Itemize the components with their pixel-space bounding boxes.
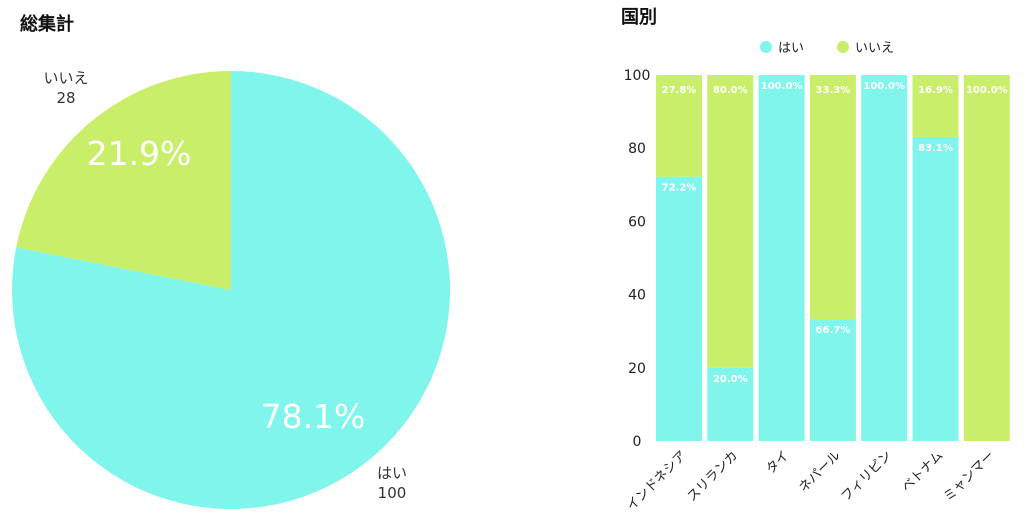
bar-segment-yes bbox=[758, 75, 805, 441]
bar-value-label: 83.1% bbox=[918, 143, 953, 154]
bar-segment-no bbox=[963, 75, 1010, 441]
x-category-label: スリランカ bbox=[685, 448, 742, 505]
legend-label: はい bbox=[778, 41, 804, 56]
pie-slice-no bbox=[16, 71, 232, 290]
bar-value-label: 80.0% bbox=[713, 85, 748, 96]
y-tick-label: 40 bbox=[628, 288, 646, 304]
y-tick-label: 0 bbox=[633, 434, 642, 450]
bar-segment-no bbox=[912, 75, 959, 137]
bar-value-label: 100.0% bbox=[761, 81, 803, 92]
x-category-label: ミャンマー bbox=[941, 448, 998, 505]
bar-segment-yes bbox=[656, 176, 702, 441]
y-tick-label: 80 bbox=[628, 141, 646, 157]
bar-value-label: 66.7% bbox=[816, 325, 851, 336]
pie-value-label: 28 bbox=[56, 89, 75, 107]
bar-chart-title: 国別 bbox=[621, 7, 657, 28]
legend-marker bbox=[760, 41, 772, 53]
bar-value-label: 20.0% bbox=[713, 374, 748, 385]
pie-percent-label: 21.9% bbox=[87, 134, 192, 173]
pie-value-label: 100 bbox=[378, 484, 407, 502]
bar-segment-yes bbox=[809, 319, 856, 441]
bar-segment-yes bbox=[912, 136, 959, 441]
bar-segment-yes bbox=[707, 367, 754, 441]
pie-category-label: いいえ bbox=[43, 69, 88, 87]
pie-chart: 78.1% 21.9% はい 100 いいえ 28 bbox=[12, 69, 451, 509]
bar-value-label: 100.0% bbox=[863, 81, 905, 92]
bar-value-label: 33.3% bbox=[816, 85, 851, 96]
bar-value-label: 72.2% bbox=[662, 183, 697, 194]
pie-chart-title: 総集計 bbox=[20, 14, 74, 35]
x-category-label: タイ bbox=[763, 448, 792, 477]
bar-segment-no bbox=[809, 75, 856, 320]
pie-slice-yes bbox=[12, 71, 451, 509]
y-tick-label: 100 bbox=[624, 68, 651, 84]
bar-value-label: 100.0% bbox=[966, 85, 1008, 96]
bar-segment-no bbox=[656, 75, 702, 177]
bar-segment-yes bbox=[861, 75, 908, 441]
x-category-label: インドネシア bbox=[624, 448, 690, 514]
legend-label: いいえ bbox=[855, 41, 894, 56]
pie-percent-label: 78.1% bbox=[261, 397, 366, 436]
bar-value-label: 27.8% bbox=[662, 85, 697, 96]
y-tick-label: 20 bbox=[628, 361, 646, 377]
bar-value-label: 16.9% bbox=[918, 85, 953, 96]
bar-segment-no bbox=[707, 75, 754, 368]
legend-marker bbox=[837, 41, 849, 53]
pie-category-label: はい bbox=[377, 464, 407, 482]
x-category-label: ネパール bbox=[796, 448, 843, 495]
x-category-label: ベトナム bbox=[899, 448, 946, 495]
y-tick-label: 60 bbox=[628, 214, 646, 230]
x-category-label: フィリピン bbox=[839, 448, 895, 504]
